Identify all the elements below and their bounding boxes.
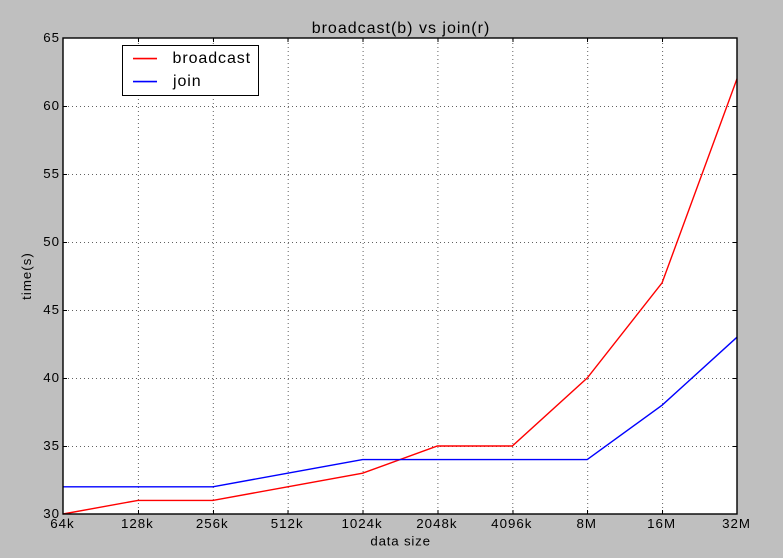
svg-text:16M: 16M [647, 516, 676, 531]
svg-text:broadcast(b) vs join(r): broadcast(b) vs join(r) [312, 20, 491, 37]
svg-text:broadcast: broadcast [173, 50, 252, 67]
svg-text:join: join [172, 73, 202, 90]
svg-text:40: 40 [43, 370, 60, 385]
svg-text:64k: 64k [50, 516, 74, 531]
svg-text:1024k: 1024k [341, 516, 382, 531]
svg-text:256k: 256k [196, 516, 229, 531]
svg-text:50: 50 [43, 234, 60, 249]
svg-text:2048k: 2048k [416, 516, 457, 531]
svg-text:30: 30 [43, 506, 60, 521]
svg-text:time(s): time(s) [19, 252, 34, 300]
svg-text:65: 65 [43, 30, 60, 45]
svg-text:35: 35 [43, 438, 60, 453]
svg-text:128k: 128k [121, 516, 154, 531]
svg-text:45: 45 [43, 302, 60, 317]
svg-text:55: 55 [43, 166, 60, 181]
svg-text:512k: 512k [271, 516, 304, 531]
svg-text:32M: 32M [722, 516, 751, 531]
svg-text:4096k: 4096k [491, 516, 532, 531]
svg-text:data size: data size [370, 534, 430, 549]
svg-text:8M: 8M [576, 516, 596, 531]
svg-text:60: 60 [43, 98, 60, 113]
